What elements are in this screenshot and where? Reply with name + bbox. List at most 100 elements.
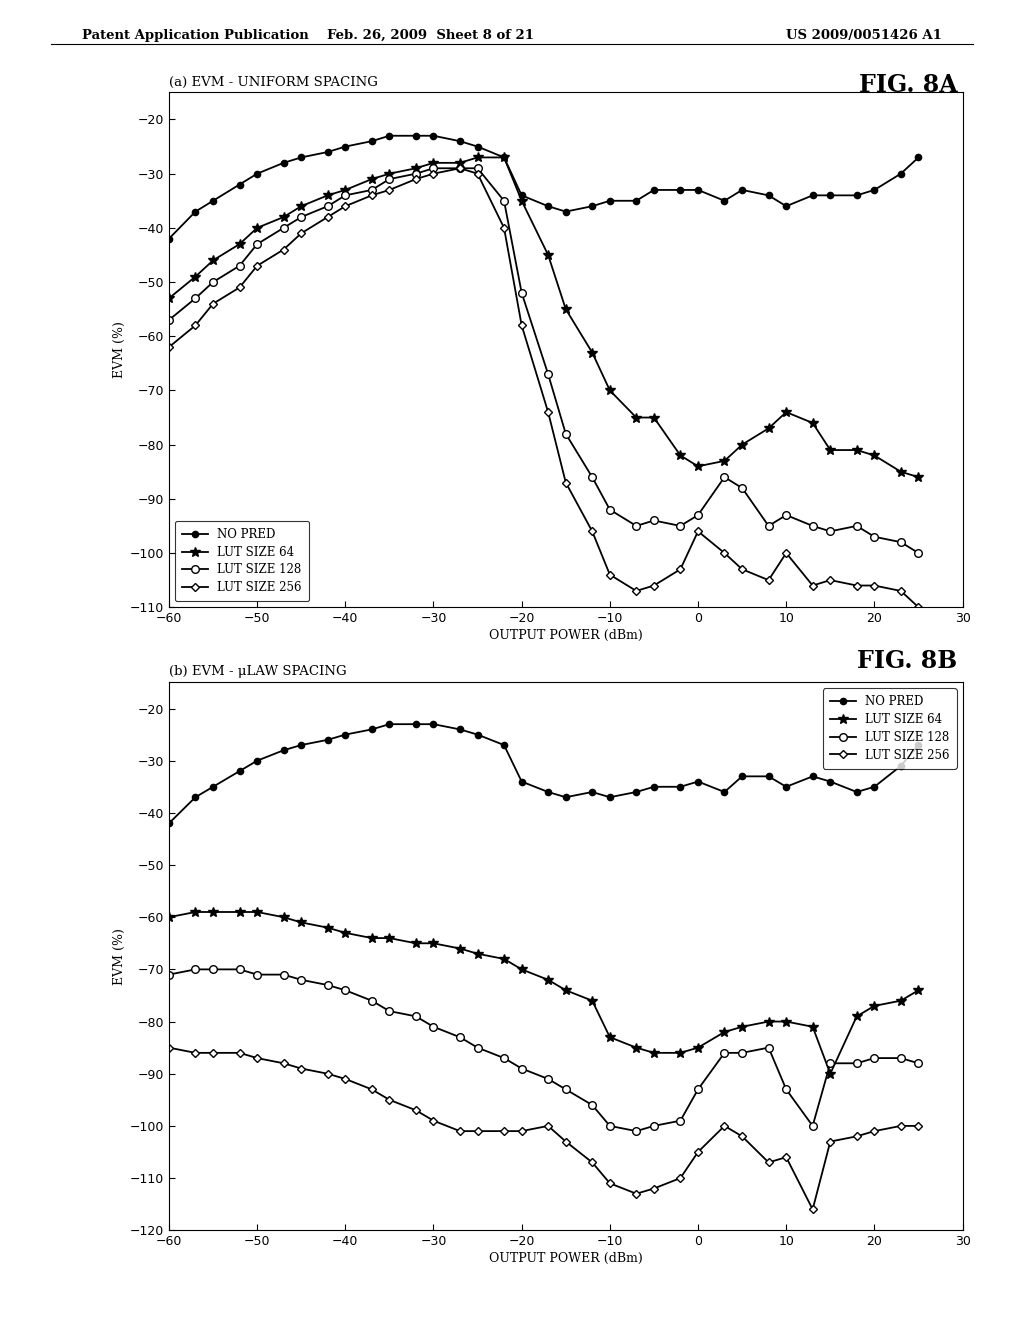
X-axis label: OUTPUT POWER (dBm): OUTPUT POWER (dBm)	[488, 630, 643, 643]
LUT SIZE 128	[719, 1045, 731, 1061]
LUT SIZE 128	[322, 198, 334, 214]
NO PRED	[648, 779, 660, 795]
LUT SIZE 128	[763, 517, 775, 533]
LUT SIZE 256	[189, 1045, 202, 1061]
LUT SIZE 128	[471, 1040, 483, 1056]
NO PRED	[427, 717, 439, 733]
LUT SIZE 256	[674, 1170, 686, 1185]
LUT SIZE 64	[366, 172, 378, 187]
LUT SIZE 128	[366, 993, 378, 1008]
LUT SIZE 64	[278, 909, 290, 925]
NO PRED	[586, 784, 598, 800]
NO PRED	[719, 784, 731, 800]
LUT SIZE 256	[780, 545, 793, 561]
LUT SIZE 256	[383, 1092, 395, 1107]
NO PRED	[251, 752, 263, 768]
NO PRED	[339, 727, 351, 743]
NO PRED	[630, 784, 642, 800]
LUT SIZE 128	[648, 512, 660, 528]
Text: (b) EVM - μLAW SPACING: (b) EVM - μLAW SPACING	[169, 665, 346, 678]
LUT SIZE 128	[498, 1051, 510, 1067]
LUT SIZE 64	[674, 1045, 686, 1061]
LUT SIZE 256	[736, 561, 749, 577]
Text: US 2009/0051426 A1: US 2009/0051426 A1	[786, 29, 942, 42]
LUT SIZE 256	[498, 220, 510, 236]
LUT SIZE 64	[895, 993, 907, 1008]
LUT SIZE 256	[719, 1118, 731, 1134]
LUT SIZE 128	[763, 1040, 775, 1056]
NO PRED	[383, 128, 395, 144]
LUT SIZE 256	[295, 1060, 307, 1076]
LUT SIZE 64	[427, 154, 439, 170]
LUT SIZE 128	[207, 275, 219, 290]
LUT SIZE 64	[454, 154, 466, 170]
NO PRED	[427, 128, 439, 144]
NO PRED	[542, 198, 554, 214]
LUT SIZE 64	[586, 993, 598, 1008]
X-axis label: OUTPUT POWER (dBm): OUTPUT POWER (dBm)	[488, 1253, 643, 1266]
LUT SIZE 64	[383, 166, 395, 182]
LUT SIZE 256	[763, 572, 775, 587]
LUT SIZE 256	[163, 339, 175, 355]
NO PRED	[674, 779, 686, 795]
NO PRED	[648, 182, 660, 198]
LUT SIZE 64	[719, 453, 731, 469]
LUT SIZE 128	[630, 517, 642, 533]
Text: (a) EVM - UNIFORM SPACING: (a) EVM - UNIFORM SPACING	[169, 75, 378, 88]
LUT SIZE 256	[648, 1180, 660, 1196]
LUT SIZE 64	[736, 1019, 749, 1035]
NO PRED	[207, 779, 219, 795]
LUT SIZE 64	[233, 904, 246, 920]
LUT SIZE 128	[807, 517, 819, 533]
NO PRED	[604, 789, 616, 805]
LUT SIZE 256	[586, 1155, 598, 1171]
LUT SIZE 128	[163, 312, 175, 327]
NO PRED	[454, 133, 466, 149]
LUT SIZE 256	[189, 318, 202, 334]
NO PRED	[674, 182, 686, 198]
NO PRED	[471, 139, 483, 154]
Line: LUT SIZE 256: LUT SIZE 256	[166, 165, 922, 610]
NO PRED	[736, 182, 749, 198]
LUT SIZE 256	[322, 209, 334, 224]
LUT SIZE 128	[824, 524, 837, 540]
LUT SIZE 64	[851, 1008, 863, 1024]
LUT SIZE 128	[648, 1118, 660, 1134]
LUT SIZE 128	[251, 966, 263, 982]
LUT SIZE 64	[207, 252, 219, 268]
NO PRED	[736, 768, 749, 784]
NO PRED	[278, 154, 290, 170]
Text: Feb. 26, 2009  Sheet 8 of 21: Feb. 26, 2009 Sheet 8 of 21	[327, 29, 534, 42]
LUT SIZE 128	[895, 1051, 907, 1067]
LUT SIZE 128	[824, 1056, 837, 1072]
LUT SIZE 64	[648, 409, 660, 425]
NO PRED	[824, 774, 837, 789]
LUT SIZE 256	[207, 1045, 219, 1061]
LUT SIZE 128	[692, 1081, 705, 1097]
LUT SIZE 128	[868, 529, 881, 545]
LUT SIZE 64	[851, 442, 863, 458]
LUT SIZE 64	[410, 936, 422, 952]
LUT SIZE 128	[339, 187, 351, 203]
LUT SIZE 256	[780, 1150, 793, 1166]
LUT SIZE 128	[515, 1060, 527, 1076]
NO PRED	[207, 193, 219, 209]
LUT SIZE 256	[648, 578, 660, 594]
LUT SIZE 64	[542, 247, 554, 263]
LUT SIZE 64	[674, 447, 686, 463]
LUT SIZE 128	[912, 1056, 925, 1072]
NO PRED	[912, 149, 925, 165]
LUT SIZE 64	[322, 187, 334, 203]
NO PRED	[515, 187, 527, 203]
LUT SIZE 256	[807, 1201, 819, 1217]
LUT SIZE 64	[807, 1019, 819, 1035]
LUT SIZE 256	[233, 1045, 246, 1061]
LUT SIZE 64	[736, 437, 749, 453]
LUT SIZE 256	[851, 578, 863, 594]
LUT SIZE 128	[278, 966, 290, 982]
NO PRED	[824, 187, 837, 203]
LUT SIZE 256	[366, 187, 378, 203]
NO PRED	[322, 731, 334, 747]
LUT SIZE 256	[763, 1155, 775, 1171]
NO PRED	[498, 149, 510, 165]
